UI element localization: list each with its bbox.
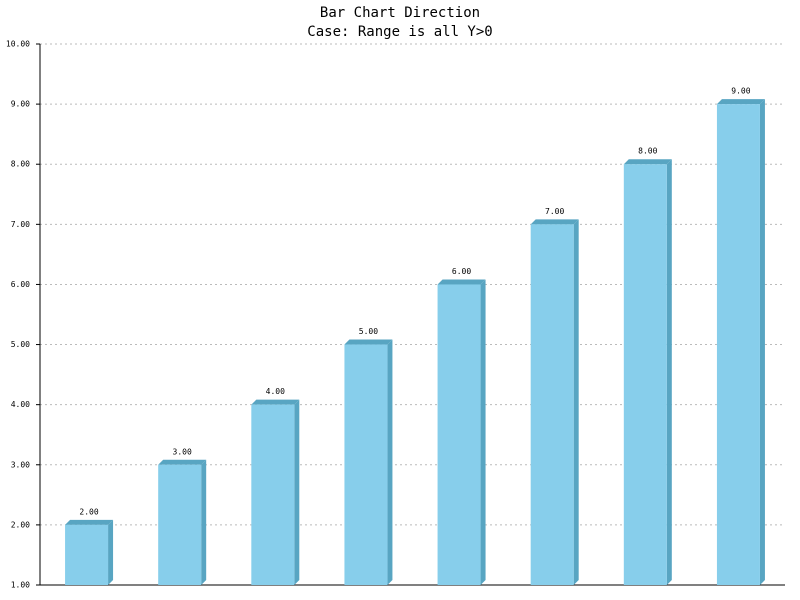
bar bbox=[158, 464, 202, 585]
bar-side bbox=[108, 519, 114, 585]
y-tick-label: 8.00 bbox=[11, 160, 30, 169]
chart-subtitle: Case: Range is all Y>0 bbox=[307, 24, 492, 40]
value-label: 7.00 bbox=[545, 207, 564, 216]
bar-side bbox=[666, 159, 672, 585]
bar bbox=[344, 344, 388, 585]
bar bbox=[623, 164, 667, 585]
bar-side bbox=[480, 279, 486, 585]
bar bbox=[437, 284, 481, 585]
y-tick-label: 7.00 bbox=[11, 220, 30, 229]
bar bbox=[65, 524, 109, 585]
value-label: 3.00 bbox=[173, 447, 192, 456]
bar-side bbox=[294, 399, 300, 585]
chart-title: Bar Chart Direction bbox=[320, 5, 480, 21]
bar bbox=[716, 104, 760, 585]
y-tick-label: 10.00 bbox=[6, 40, 30, 49]
bar bbox=[251, 404, 295, 585]
bar-top bbox=[65, 519, 114, 525]
y-tick-label: 6.00 bbox=[11, 280, 30, 289]
value-label: 5.00 bbox=[359, 327, 378, 336]
value-label: 6.00 bbox=[452, 267, 471, 276]
bar-side bbox=[573, 219, 579, 586]
bar-top bbox=[344, 339, 393, 345]
bar-side bbox=[759, 99, 765, 585]
value-label: 4.00 bbox=[266, 387, 285, 396]
bar-top bbox=[623, 159, 672, 165]
bar-top bbox=[530, 219, 579, 225]
value-label: 9.00 bbox=[731, 87, 750, 96]
bar-side bbox=[387, 339, 393, 585]
bar bbox=[530, 224, 574, 586]
bar-top bbox=[251, 399, 300, 405]
y-tick-label: 1.00 bbox=[11, 581, 30, 590]
bar-side bbox=[201, 459, 207, 585]
y-tick-label: 5.00 bbox=[11, 340, 30, 349]
bar-top bbox=[437, 279, 486, 285]
bar-top bbox=[158, 459, 207, 465]
y-tick-label: 4.00 bbox=[11, 400, 30, 409]
y-tick-label: 9.00 bbox=[11, 100, 30, 109]
value-label: 2.00 bbox=[79, 507, 98, 516]
bar-top bbox=[716, 99, 765, 105]
y-tick-label: 2.00 bbox=[11, 520, 30, 529]
value-label: 8.00 bbox=[638, 147, 657, 156]
y-tick-label: 3.00 bbox=[11, 460, 30, 469]
